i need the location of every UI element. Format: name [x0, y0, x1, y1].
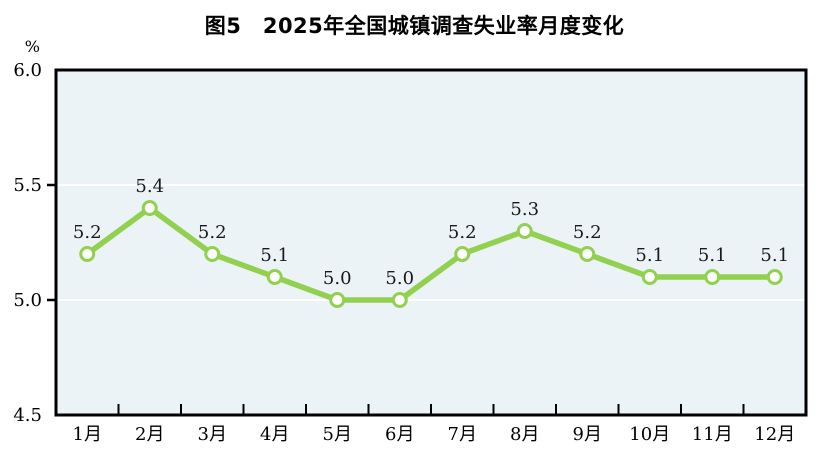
data-point-marker	[79, 246, 96, 262]
x-axis-label: 7月	[448, 424, 477, 445]
data-label: 5.0	[323, 268, 352, 289]
data-label: 5.2	[448, 222, 477, 243]
data-point-marker	[641, 269, 658, 285]
series-line	[84, 205, 778, 303]
x-axis-label: 5月	[323, 424, 352, 445]
y-axis-label: 5.5	[13, 175, 42, 196]
data-label: 5.1	[698, 245, 727, 266]
data-point-marker	[579, 246, 596, 262]
chart-title: 图5 2025年全国城镇调查失业率月度变化	[204, 14, 625, 38]
data-point-marker	[704, 269, 721, 285]
x-axis-label: 2月	[135, 424, 164, 445]
x-axis-label: 8月	[510, 424, 539, 445]
data-point-marker	[766, 269, 783, 285]
x-axis-label: 1月	[73, 424, 102, 445]
data-label: 5.4	[135, 176, 164, 197]
data-label: 5.1	[635, 245, 664, 266]
data-point-marker	[454, 246, 471, 262]
data-point-marker	[516, 223, 533, 239]
data-label: 5.1	[260, 245, 289, 266]
y-axis-label: 5.0	[13, 290, 42, 311]
data-label: 5.2	[573, 222, 602, 243]
data-point-marker	[204, 246, 221, 262]
data-point-marker	[329, 292, 346, 308]
x-axis-label: 10月	[629, 424, 670, 445]
plot-area-background	[56, 70, 806, 415]
data-point-marker	[141, 200, 158, 216]
data-label: 5.3	[510, 199, 539, 220]
data-point-marker	[266, 269, 283, 285]
data-label: 5.1	[760, 245, 789, 266]
y-axis-label: 6.0	[13, 60, 42, 81]
x-axis-label: 12月	[754, 424, 795, 445]
x-axis-label: 11月	[692, 424, 733, 445]
x-axis-label: 6月	[385, 424, 414, 445]
data-point-marker	[391, 292, 408, 308]
data-label: 5.0	[385, 268, 414, 289]
x-axis-label: 3月	[198, 424, 227, 445]
x-axis-label: 4月	[260, 424, 289, 445]
data-label: 5.2	[73, 222, 102, 243]
data-label: 5.2	[198, 222, 227, 243]
plot-border	[54, 68, 808, 417]
y-axis-label: 4.5	[13, 405, 42, 426]
y-axis-unit-label: %	[25, 37, 40, 56]
x-axis-label: 9月	[573, 424, 602, 445]
